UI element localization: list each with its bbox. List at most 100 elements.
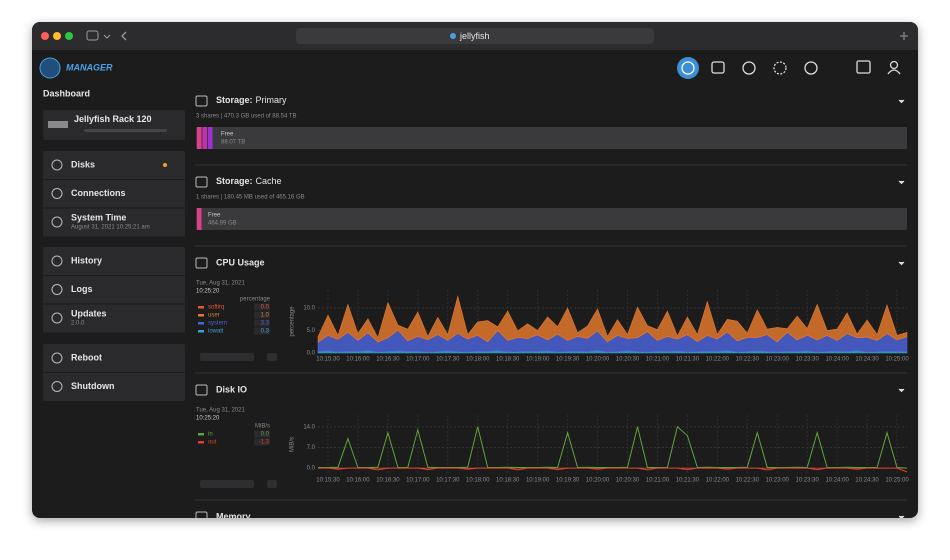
x-tick-label: 10:20:00 — [586, 357, 610, 363]
device-card[interactable] — [43, 110, 185, 140]
storage-name: Primary — [256, 95, 287, 105]
legend-value: 3.3 — [261, 321, 270, 327]
legend-value: -1.3 — [259, 440, 270, 446]
nav-shares[interactable] — [742, 61, 756, 75]
new-tab-button[interactable] — [900, 32, 908, 40]
legend-value: 0.3 — [261, 329, 270, 335]
menu-icon — [51, 381, 63, 392]
page-title: Dashboard — [43, 88, 90, 98]
dropdown-icon[interactable] — [103, 34, 111, 39]
nav-dashboard[interactable] — [677, 57, 699, 79]
storage-label: Storage: — [216, 176, 253, 186]
nav-notifications[interactable] — [856, 60, 871, 74]
chart-reset[interactable] — [267, 353, 277, 361]
legend-name[interactable]: out — [208, 440, 217, 446]
x-tick-label: 10:15:30 — [316, 478, 340, 484]
collapse-chevron[interactable] — [898, 99, 905, 104]
x-tick-label: 10:18:00 — [466, 357, 490, 363]
brand-logo — [39, 57, 61, 79]
cpu-area — [317, 295, 908, 343]
x-tick-label: 10:23:00 — [766, 357, 790, 363]
menu-label[interactable]: Connections — [71, 188, 126, 198]
nav-network[interactable] — [773, 61, 787, 75]
section-icon — [195, 176, 208, 188]
nav-settings[interactable] — [804, 61, 818, 75]
x-tick-label: 10:24:00 — [825, 357, 849, 363]
storage-bar — [196, 208, 907, 230]
x-tick-label: 10:20:30 — [616, 357, 640, 363]
menu-label[interactable]: Disks — [71, 159, 95, 169]
menu-icon — [51, 255, 63, 267]
x-tick-label: 10:25:00 — [885, 478, 909, 484]
menu-icon — [51, 188, 63, 199]
legend-swatch — [198, 441, 204, 444]
legend-name[interactable]: iowait — [208, 329, 224, 335]
x-tick-label: 10:21:30 — [676, 357, 700, 363]
disk-status-dot — [163, 163, 167, 167]
menu-label[interactable]: Reboot — [71, 352, 102, 362]
nav-storage[interactable] — [711, 61, 725, 74]
legend-swatch — [198, 306, 204, 309]
collapse-chevron[interactable] — [898, 180, 905, 185]
disk-line — [318, 467, 908, 473]
legend-value-bg — [254, 303, 270, 311]
close-button[interactable] — [41, 32, 49, 40]
section-icon — [195, 511, 208, 518]
collapse-chevron[interactable] — [898, 388, 905, 393]
sidebar-toggle[interactable] — [86, 30, 99, 41]
x-tick-label: 10:18:00 — [466, 478, 490, 484]
storage-name: Cache — [256, 176, 282, 186]
legend-swatch — [198, 322, 204, 325]
x-tick-label: 10:23:00 — [766, 478, 790, 484]
collapse-chevron[interactable] — [898, 515, 905, 519]
legend-name[interactable]: softirq — [208, 305, 224, 311]
x-tick-label: 10:21:00 — [646, 357, 670, 363]
menu-icon — [51, 352, 63, 364]
url-bar[interactable] — [296, 28, 654, 44]
menu-label[interactable]: Shutdown — [71, 381, 115, 391]
legend-value-bg — [254, 311, 270, 319]
y-tick-label: 5.0 — [307, 328, 316, 334]
brand-name: MANAGER — [66, 62, 113, 72]
menu-icon — [51, 284, 63, 295]
legend-name[interactable]: in — [208, 432, 213, 438]
x-tick-label: 10:24:30 — [855, 478, 879, 484]
chart-toolbar[interactable] — [200, 353, 254, 361]
x-tick-label: 10:17:00 — [406, 478, 430, 484]
disk-line — [318, 425, 908, 469]
nav-user[interactable] — [889, 60, 899, 70]
x-tick-label: 10:18:30 — [496, 478, 520, 484]
back-button[interactable] — [121, 31, 127, 41]
chart-toolbar[interactable] — [200, 480, 254, 488]
zoom-button[interactable] — [65, 32, 73, 40]
menu-label[interactable]: Logs — [71, 284, 93, 294]
x-tick-label: 10:16:00 — [346, 478, 370, 484]
minimize-button[interactable] — [53, 32, 61, 40]
section-icon — [195, 95, 208, 107]
legend-date: Tue, Aug 31, 2021 — [196, 281, 245, 287]
legend-name[interactable]: user — [208, 313, 220, 319]
legend-date: Tue, Aug 31, 2021 — [196, 408, 245, 414]
x-tick-label: 10:19:30 — [556, 357, 580, 363]
menu-label[interactable]: Updates — [71, 308, 107, 318]
free-value: 88.07 TB — [221, 140, 245, 146]
legend-swatch — [198, 314, 204, 317]
collapse-chevron[interactable] — [898, 261, 905, 266]
x-tick-label: 10:23:30 — [795, 478, 819, 484]
x-tick-label: 10:22:30 — [736, 357, 760, 363]
x-tick-label: 10:24:30 — [855, 357, 879, 363]
legend-unit: percentage — [240, 297, 271, 303]
free-label: Free — [208, 213, 221, 219]
storage-segment — [208, 127, 213, 149]
menu-label[interactable]: History — [71, 255, 102, 265]
x-tick-label: 10:15:30 — [316, 357, 340, 363]
storage-summary: 3 shares | 470.3 GB used of 88.54 TB — [196, 114, 297, 120]
menu-label[interactable]: System Time — [71, 212, 126, 222]
x-tick-label: 10:19:00 — [526, 478, 550, 484]
section-icon — [195, 384, 208, 396]
legend-name[interactable]: system — [208, 321, 227, 327]
x-tick-label: 10:20:00 — [586, 478, 610, 484]
chart-reset[interactable] — [267, 480, 277, 488]
x-tick-label: 10:20:30 — [616, 478, 640, 484]
